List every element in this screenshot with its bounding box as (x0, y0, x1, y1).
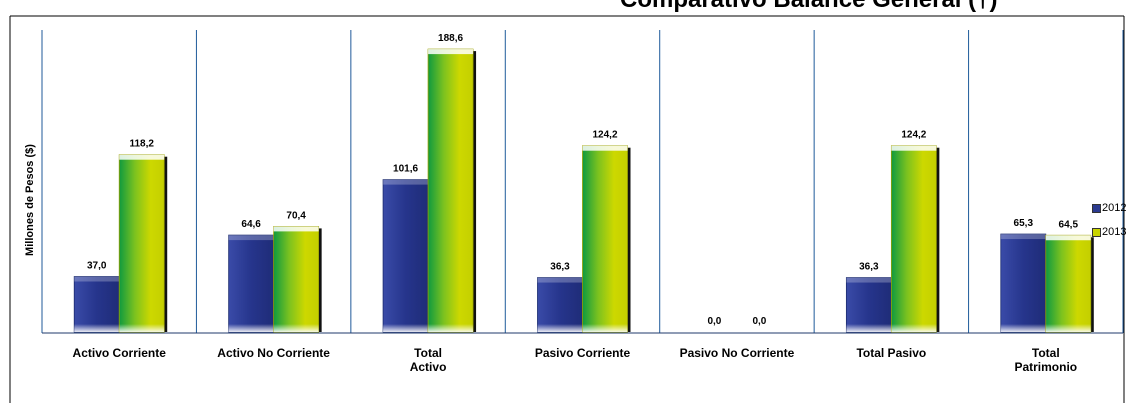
x-tick-label-6: Patrimonio (1014, 360, 1077, 374)
x-tick-label-1: Activo No Corriente (217, 346, 330, 360)
legend-swatch-2012 (1092, 203, 1101, 213)
legend-label-2013: 2013 (1102, 226, 1127, 238)
x-tick-label-2: Activo (410, 360, 447, 374)
bar-top-highlight (537, 277, 583, 283)
category-separators (41, 30, 1124, 333)
data-label-2013-3: 124,2 (592, 130, 617, 141)
data-label-2013-6: 64,5 (1059, 219, 1079, 230)
legend: 2012 2013 (1092, 196, 1126, 244)
data-label-2013-1: 70,4 (286, 210, 306, 221)
legend-swatch-2013 (1092, 227, 1101, 237)
legend-label-2012: 2012 (1102, 202, 1127, 214)
bar-2013-6 (1045, 234, 1092, 333)
bar-top-highlight (119, 154, 165, 160)
data-label-2012-6: 65,3 (1014, 218, 1034, 229)
data-label-2013-2: 188,6 (438, 33, 463, 44)
x-tick-label-5: Total Pasivo (856, 346, 926, 360)
data-label-2012-0: 37,0 (87, 261, 107, 272)
bar-top-highlight (228, 235, 274, 241)
bar-2012-1 (228, 234, 275, 333)
bar-2012-5 (845, 277, 892, 333)
bar-bottom-fade (228, 324, 274, 332)
chart-title: Comparativo Balance General (†) (620, 0, 997, 14)
bar-bottom-fade (1045, 324, 1091, 332)
x-tick-label-3: Pasivo Corriente (535, 346, 631, 360)
bar-top-highlight (1045, 235, 1091, 241)
legend-item-2012: 2012 (1092, 196, 1126, 220)
bar-2012-3 (537, 277, 583, 333)
bar-bottom-fade (1000, 324, 1046, 332)
x-tick-labels-group: Activo Corriente Activo No Corriente Total… (73, 346, 1078, 374)
data-label-2013-4: 0,0 (752, 316, 766, 327)
bar-2012-2 (382, 179, 429, 333)
bar-2012-6 (1000, 233, 1047, 333)
bar-top-highlight (891, 145, 937, 151)
bar-bottom-fade (119, 324, 165, 332)
bar-2013-1 (273, 225, 320, 333)
bar-top-highlight (428, 49, 474, 55)
data-label-2012-4: 0,0 (707, 316, 721, 327)
data-label-2012-3: 36,3 (550, 262, 570, 273)
data-label-2013-5: 124,2 (901, 130, 926, 141)
data-labels-group: 37,0 118,2 64,6 70,4 101,6 188,6 36,3 124,2 0,0 0… (87, 33, 1078, 327)
bar-bottom-fade (582, 324, 628, 332)
bar-top-highlight (74, 276, 120, 282)
bar-2013-0 (118, 154, 165, 333)
bar-2013-2 (427, 48, 474, 333)
bar-bottom-fade (273, 324, 319, 332)
bar-top-highlight (1000, 234, 1046, 240)
legend-item-2013: 2013 (1092, 220, 1126, 244)
x-tick-label-6: Total (1032, 346, 1060, 360)
bar-bottom-fade (428, 324, 474, 332)
bar-2013-3 (582, 145, 628, 333)
bar-bottom-fade (74, 324, 120, 332)
bar-top-highlight (273, 226, 319, 232)
bar-bottom-fade (891, 324, 937, 332)
bar-bottom-fade (383, 324, 429, 332)
data-label-2012-2: 101,6 (393, 164, 418, 175)
bar-bottom-fade (537, 324, 583, 332)
bar-top-highlight (383, 179, 429, 185)
bar-2013-5 (890, 145, 937, 333)
data-label-2012-5: 36,3 (859, 262, 879, 273)
data-label-2013-0: 118,2 (129, 139, 154, 150)
bar-bottom-fade (846, 324, 892, 332)
x-tick-label-0: Activo Corriente (73, 346, 167, 360)
bar-top-highlight (846, 277, 892, 283)
x-tick-label-2: Total (414, 346, 442, 360)
bars-group (73, 48, 1094, 333)
bar-top-highlight (582, 145, 628, 151)
bar-2012-0 (73, 276, 120, 333)
x-tick-label-4: Pasivo No Corriente (680, 346, 795, 360)
data-label-2012-1: 64,6 (241, 219, 261, 230)
